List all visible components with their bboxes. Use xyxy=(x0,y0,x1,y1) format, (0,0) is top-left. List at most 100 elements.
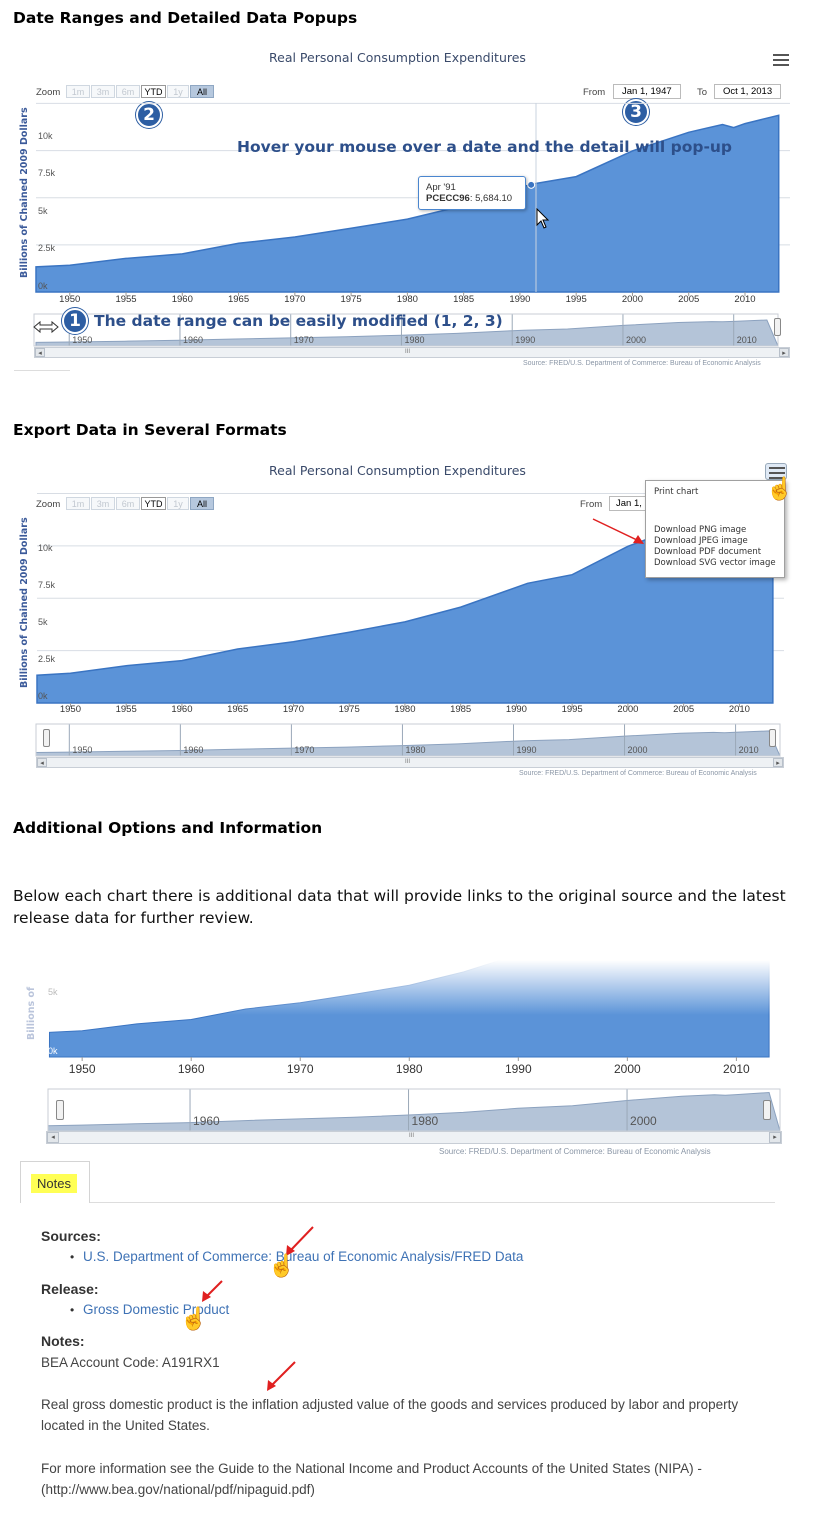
zoom-1y-button[interactable]: 1y xyxy=(167,497,189,510)
divider xyxy=(14,370,70,371)
navigator-left-handle[interactable] xyxy=(56,1100,64,1120)
chart2-scrollbar[interactable]: ◂ III ▸ xyxy=(36,757,784,768)
navigator-left-handle[interactable] xyxy=(43,729,50,747)
scroll-left-arrow-icon[interactable]: ◂ xyxy=(47,1132,59,1143)
from-date-input[interactable]: Jan 1, 1947 xyxy=(613,84,681,99)
zoom-6m-button[interactable]: 6m xyxy=(116,497,140,510)
scroll-right-arrow-icon[interactable]: ▸ xyxy=(779,348,789,357)
navigator-right-handle[interactable] xyxy=(774,318,781,336)
chart1-x-tick-label: 2010 xyxy=(734,294,756,305)
zoom-1m-button[interactable]: 1m xyxy=(66,497,90,510)
zoom-1m-button[interactable]: 1m xyxy=(66,85,90,98)
chart3-source-credit: Source: FRED/U.S. Department of Commerce… xyxy=(439,1147,711,1156)
download-png-menu-item[interactable]: Download PNG image xyxy=(654,525,747,535)
chart1-navigator-label: 1990 xyxy=(515,335,536,345)
chart1-navigator-label: 1970 xyxy=(293,335,314,345)
intro-paragraph: Below each chart there is additional dat… xyxy=(13,887,786,927)
red-arrow-line xyxy=(289,1226,314,1252)
chart1-scrollbar[interactable]: ◂ III ▸ xyxy=(34,347,790,358)
notes-tab[interactable]: Notes xyxy=(20,1161,90,1203)
notes-tab-label: Notes xyxy=(31,1174,77,1193)
chart1-navigator-label: 1960 xyxy=(182,335,203,345)
zoom-ytd-button[interactable]: YTD xyxy=(141,497,166,510)
callout-badge-1: 1 xyxy=(62,308,88,334)
tooltip-date: Apr '91 xyxy=(426,182,456,193)
resize-drag-icon xyxy=(33,320,59,334)
scroll-right-arrow-icon[interactable]: ▸ xyxy=(773,758,783,767)
bullet: • xyxy=(70,1250,75,1264)
chart2-navigator-label: 2010 xyxy=(738,745,759,755)
chart1-x-tick-label: 2005 xyxy=(678,294,700,305)
section-heading-date-ranges: Date Ranges and Detailed Data Popups xyxy=(13,9,358,27)
release-link[interactable]: Gross Domestic Product xyxy=(83,1302,230,1317)
from-label: From xyxy=(583,87,606,98)
chart3-navigator-label: 1960 xyxy=(193,1114,220,1128)
notes-tab-baseline xyxy=(89,1202,775,1203)
chart2-x-tick-label: 1955 xyxy=(115,704,137,715)
scrollbar-grip[interactable]: III xyxy=(405,349,411,355)
zoom-all-button[interactable]: All xyxy=(190,85,214,98)
zoom-all-button[interactable]: All xyxy=(190,497,214,510)
chart1-hover-point xyxy=(527,180,536,189)
description-text: Real gross domestic product is the infla… xyxy=(41,1397,739,1433)
date-range-instruction-text: The date range can be easily modified (1… xyxy=(94,312,503,330)
chart1-y-axis-title: Billions of Chained 2009 Dollars xyxy=(19,107,30,278)
chart1-y-tick: 7.5k xyxy=(38,168,56,178)
sources-link[interactable]: U.S. Department of Commerce: Bureau of E… xyxy=(83,1249,524,1264)
red-arrowhead xyxy=(202,1291,211,1302)
red-arrow-line xyxy=(592,518,642,543)
zoom-ytd-button[interactable]: YTD xyxy=(141,85,166,98)
download-svg-menu-item[interactable]: Download SVG vector image xyxy=(654,558,776,568)
navigator-right-handle[interactable] xyxy=(763,1100,771,1120)
zoom-6m-button[interactable]: 6m xyxy=(116,85,140,98)
tooltip-value: : 5,684.10 xyxy=(469,193,513,204)
chart1-x-tick-label: 1960 xyxy=(171,294,193,305)
zoom-1y-button[interactable]: 1y xyxy=(167,85,189,98)
chart1-x-tick-label: 1995 xyxy=(565,294,587,305)
chart2-x-tick-label: 1990 xyxy=(505,704,527,715)
chart3-top-fade xyxy=(40,960,785,1060)
chart3-y-tick: 5k xyxy=(48,987,58,997)
scrollbar-grip[interactable]: III xyxy=(405,759,411,765)
chart1-y-tick: 0k xyxy=(38,281,48,291)
export-menu-button[interactable] xyxy=(765,463,787,480)
chart2-y-tick: 10k xyxy=(38,543,53,553)
zoom-3m-button[interactable]: 3m xyxy=(91,497,115,510)
scroll-right-arrow-icon[interactable]: ▸ xyxy=(769,1132,781,1143)
callout-badge-2: 2 xyxy=(136,102,162,128)
from-label: From xyxy=(580,499,603,510)
chart2-navigator-label: 1990 xyxy=(516,745,537,755)
chart1-x-tick-label: 2000 xyxy=(621,294,643,305)
download-jpeg-menu-item[interactable]: Download JPEG image xyxy=(654,536,748,546)
hamburger-menu-icon xyxy=(769,467,785,480)
chart2-x-tick-label: 1975 xyxy=(338,704,360,715)
chart-title: Real Personal Consumption Expenditures xyxy=(269,463,526,478)
scroll-left-arrow-icon[interactable]: ◂ xyxy=(37,758,47,767)
chart1-source-credit: Source: FRED/U.S. Department of Commerce… xyxy=(523,360,761,367)
red-arrow-line xyxy=(205,1280,223,1298)
chart2-y-tick: 0k xyxy=(38,691,48,701)
chart1-x-tick-label: 1990 xyxy=(509,294,531,305)
chart3-x-tick-label: 1950 xyxy=(68,1062,96,1076)
section-heading-export: Export Data in Several Formats xyxy=(13,421,287,439)
chart1-navigator-label: 2010 xyxy=(736,335,757,345)
scrollbar-grip[interactable]: III xyxy=(409,1133,415,1139)
zoom-label: Zoom xyxy=(36,499,61,510)
chart3-x-tick-marks xyxy=(81,1057,737,1061)
hover-instruction-text: Hover your mouse over a date and the det… xyxy=(237,138,733,156)
chart2-y-tick: 7.5k xyxy=(38,580,56,590)
download-pdf-menu-item[interactable]: Download PDF document xyxy=(654,547,762,557)
chart1-navigator-label: 1980 xyxy=(404,335,425,345)
hamburger-menu-icon[interactable] xyxy=(773,54,789,67)
navigator-right-handle[interactable] xyxy=(769,729,776,747)
zoom-label: Zoom xyxy=(36,87,61,98)
chart2-x-tick-label: 1985 xyxy=(450,704,472,715)
chart1-x-tick-label: 1970 xyxy=(284,294,306,305)
zoom-3m-button[interactable]: 3m xyxy=(91,85,115,98)
to-date-input[interactable]: Oct 1, 2013 xyxy=(714,84,782,99)
chart3-navigator-label: 1980 xyxy=(411,1114,439,1128)
print-chart-menu-item[interactable]: Print chart xyxy=(654,487,699,497)
scroll-left-arrow-icon[interactable]: ◂ xyxy=(35,348,45,357)
chart3-scrollbar[interactable]: ◂ III ▸ xyxy=(46,1131,782,1144)
chart3-y-axis-title: Billions of xyxy=(26,986,37,1040)
